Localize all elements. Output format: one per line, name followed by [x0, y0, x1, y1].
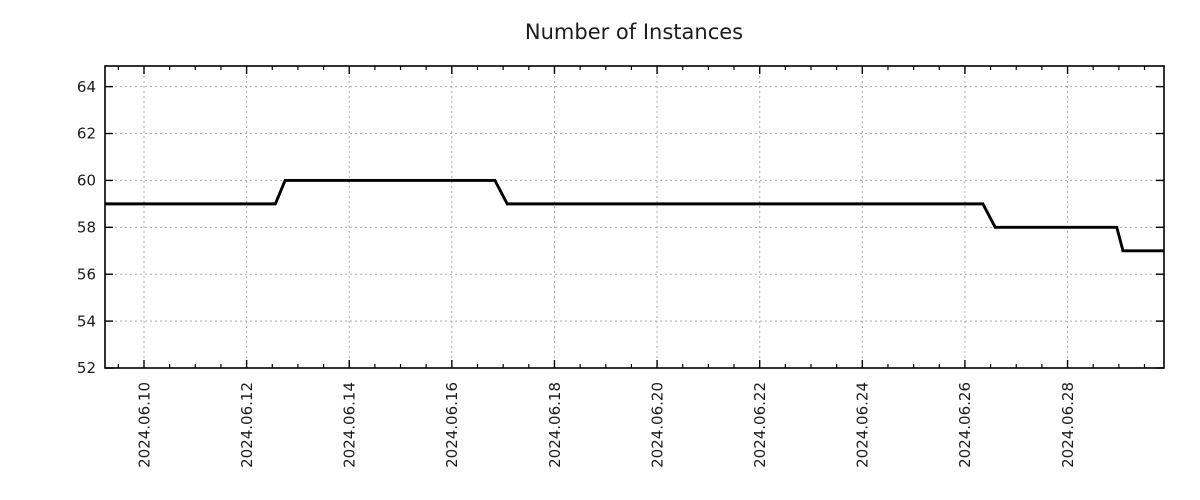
plot-frame-layer: [104, 65, 1165, 369]
x-tick-label: 2024.06.20: [648, 382, 666, 468]
tick-layer: [105, 66, 1164, 369]
x-tick-label: 2024.06.16: [443, 382, 461, 468]
y-tick-label: 54: [77, 312, 96, 330]
grid-layer: [105, 66, 1164, 369]
x-tick-label: 2024.06.24: [854, 382, 872, 468]
y-tick-label: 56: [77, 265, 96, 283]
series-layer: [105, 178, 1164, 253]
data-line: [105, 178, 1164, 253]
x-tick-label: 2024.06.10: [135, 382, 153, 468]
y-tick-label: 58: [77, 219, 96, 237]
x-tick-label: 2024.06.26: [956, 382, 974, 468]
y-tick-label: 60: [77, 172, 96, 190]
y-tick-label: 64: [77, 78, 96, 96]
tick-label-layer: 52 54 56 58 60 62 64 2024.06.10 2024.06.12 2024.0…: [77, 78, 1077, 468]
x-tick-label: 2024.06.22: [751, 382, 769, 468]
x-tick-label: 2024.06.14: [341, 382, 359, 468]
x-tick-label: 2024.06.18: [546, 382, 564, 468]
x-tick-label: 2024.06.12: [238, 382, 256, 468]
x-tick-label: 2024.06.28: [1059, 382, 1077, 468]
chart-title: Number of Instances: [525, 20, 743, 44]
y-tick-label: 62: [77, 125, 96, 143]
plot-border: [104, 65, 1165, 369]
y-tick-label: 52: [77, 359, 96, 377]
